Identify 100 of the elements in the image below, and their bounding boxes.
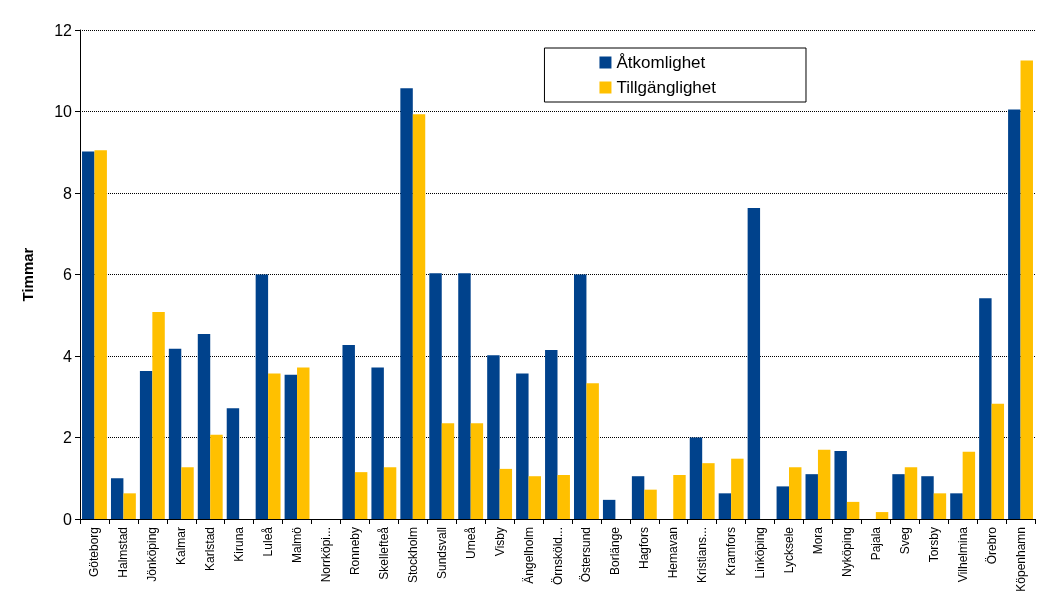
x-tick-label: Vilhelmina <box>955 526 970 583</box>
bar <box>557 474 570 519</box>
y-tick-label: 12 <box>54 21 73 39</box>
x-tick-label: Hagfors <box>637 527 652 570</box>
y-tick-label: 6 <box>63 266 73 283</box>
x-tick-label: Umeå <box>463 526 478 560</box>
bar <box>846 501 860 519</box>
y-tick-label: 0 <box>63 510 73 528</box>
bar <box>817 449 831 519</box>
x-tick-label: Pajala <box>868 526 883 561</box>
bar <box>805 474 818 519</box>
x-tick-label: Ronneby <box>347 527 362 576</box>
bar <box>458 273 471 519</box>
x-tick-label: Köpenhamn <box>1013 527 1028 592</box>
bar <box>834 450 847 519</box>
x-tick-label: Torsby <box>926 527 941 563</box>
bar <box>731 458 744 519</box>
y-tick-label: 8 <box>63 184 73 202</box>
x-tick-label: Kramfors <box>724 527 739 576</box>
bar <box>152 311 165 519</box>
x-tick-label: Visby <box>492 527 507 557</box>
x-tick-label: Karlstad <box>203 527 218 572</box>
bar <box>383 467 397 519</box>
x-tick-label: Lycksele <box>782 526 797 574</box>
x-tick-label: Stockholm <box>405 527 420 584</box>
x-tick-label: Skellefteå <box>376 526 391 580</box>
bar <box>371 367 384 519</box>
bar <box>255 274 269 519</box>
x-tick-label: Borlänge <box>608 526 623 576</box>
x-tick-label: Linköping <box>753 527 768 579</box>
x-tick-label: Nyköping <box>839 527 854 578</box>
bar <box>226 408 240 519</box>
bar <box>747 208 761 519</box>
x-tick-label: Kristians... <box>695 527 710 584</box>
bar <box>644 489 657 519</box>
bar <box>892 474 905 519</box>
bar <box>354 472 368 519</box>
bar <box>904 467 918 519</box>
bar <box>110 478 124 519</box>
bar <box>631 476 645 519</box>
bar <box>602 499 616 519</box>
bar <box>197 334 211 519</box>
y-tick-label: 10 <box>54 103 73 120</box>
bar <box>702 463 715 519</box>
x-tick-label: Örebro <box>984 526 999 565</box>
bar <box>1020 60 1033 519</box>
bar <box>979 298 992 519</box>
bar <box>412 114 426 519</box>
bar <box>950 493 963 519</box>
bar <box>297 367 310 519</box>
x-tick-label: Kalmar <box>174 527 189 566</box>
bar <box>545 349 558 519</box>
bar <box>139 371 153 519</box>
bar <box>94 150 107 519</box>
bar <box>962 451 976 519</box>
x-tick-label: Halmstad <box>116 527 131 578</box>
bar <box>441 423 455 519</box>
bar <box>470 423 484 519</box>
bar <box>268 373 281 519</box>
bar <box>123 493 136 519</box>
x-tick-label: Örnsköld... <box>550 527 565 586</box>
x-tick-label: Sundsvall <box>434 527 449 580</box>
bar <box>776 486 790 519</box>
bar <box>487 355 500 519</box>
x-tick-label: Sveg <box>897 527 912 555</box>
x-tick-label: Jönköping <box>145 527 160 582</box>
bar <box>689 437 703 519</box>
bar <box>528 476 541 519</box>
bar <box>574 274 587 519</box>
x-tick-label: Ängelholm <box>521 527 536 584</box>
bar <box>875 512 889 519</box>
bar <box>586 383 599 519</box>
y-axis-title: Timmar <box>19 247 36 302</box>
bar <box>82 151 95 519</box>
bar <box>516 373 529 519</box>
bar <box>933 493 947 519</box>
bar <box>342 345 355 519</box>
bar <box>921 476 934 519</box>
x-tick-label: Luleå <box>261 526 276 557</box>
bar <box>718 493 732 519</box>
x-tick-label: Östersund <box>579 527 594 583</box>
bar <box>181 467 194 519</box>
bar <box>429 273 442 519</box>
x-tick-label: Norrköpi... <box>318 527 333 583</box>
x-tick-label: Mora <box>810 526 825 555</box>
bar <box>499 468 513 519</box>
x-tick-label: Hemavan <box>666 527 681 579</box>
legend-label: Åtkomlighet <box>616 53 706 72</box>
bar <box>1008 109 1021 519</box>
bar <box>284 374 298 519</box>
x-tick-label: Göteborg <box>87 527 102 578</box>
bar <box>400 88 413 519</box>
y-tick-label: 4 <box>63 347 73 365</box>
x-tick-label: Kiruna <box>232 526 247 562</box>
x-tick-label: Malmö <box>290 526 305 564</box>
bar <box>210 434 223 519</box>
bar <box>673 474 686 519</box>
bar <box>789 467 802 519</box>
y-tick-label: 2 <box>63 429 73 446</box>
bar <box>168 348 182 519</box>
